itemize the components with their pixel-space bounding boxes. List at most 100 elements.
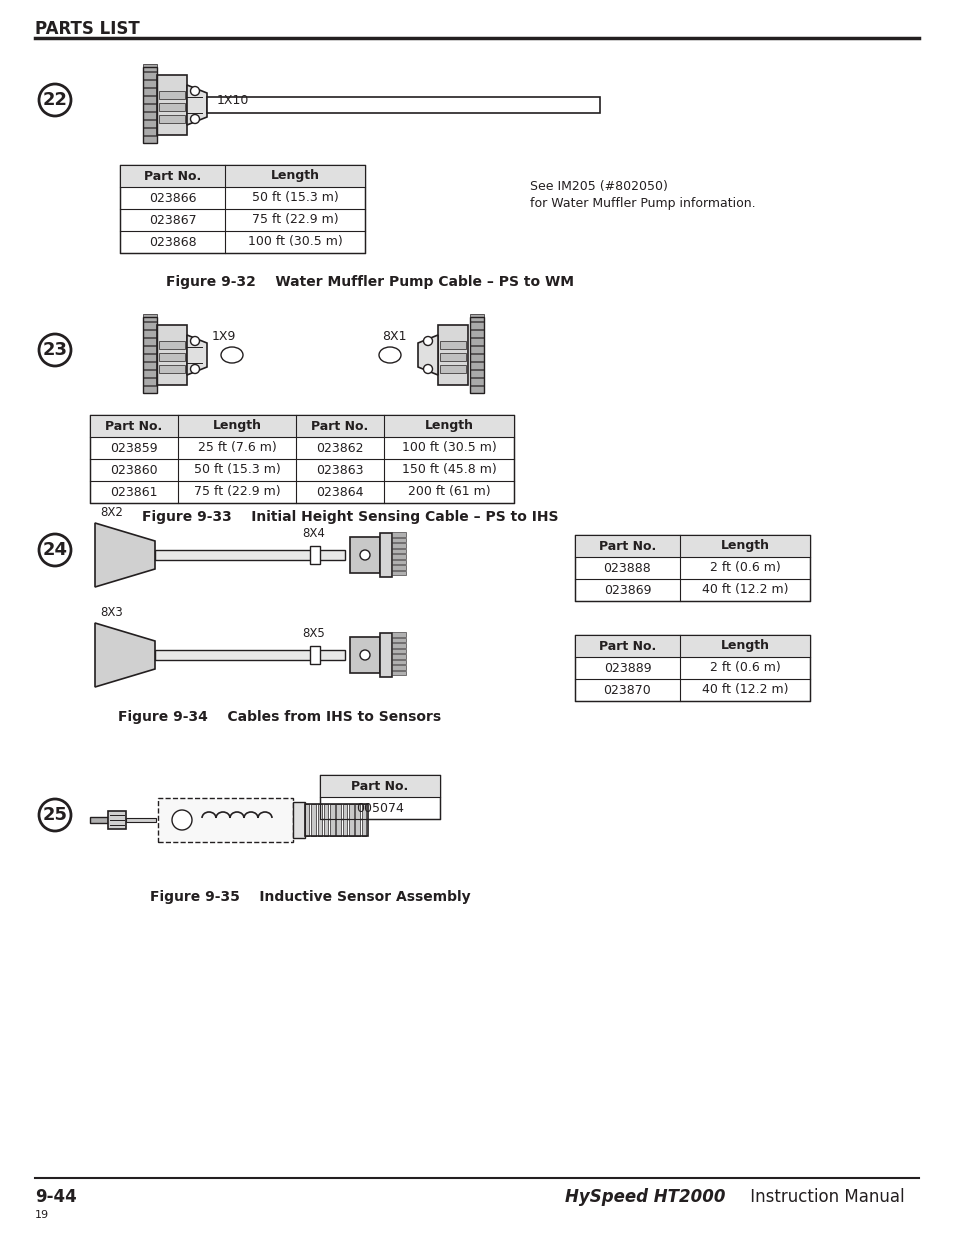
Text: 8X5: 8X5: [302, 627, 324, 640]
Text: 40 ft (12.2 m): 40 ft (12.2 m): [701, 583, 787, 597]
Text: 19: 19: [35, 1210, 49, 1220]
Text: Length: Length: [213, 420, 261, 432]
Text: Length: Length: [720, 540, 769, 552]
Bar: [470, 346, 483, 353]
Text: Part No.: Part No.: [598, 640, 656, 652]
Bar: [143, 112, 157, 119]
Text: 023862: 023862: [315, 441, 363, 454]
Bar: [392, 532, 406, 536]
Text: 23: 23: [43, 341, 68, 359]
Text: Figure 9-34    Cables from IHS to Sensors: Figure 9-34 Cables from IHS to Sensors: [118, 710, 441, 724]
Text: 023860: 023860: [111, 463, 157, 477]
Bar: [154, 650, 345, 659]
Bar: [159, 353, 185, 361]
Bar: [159, 91, 185, 99]
Text: 023869: 023869: [603, 583, 651, 597]
Text: Figure 9-35    Inductive Sensor Assembly: Figure 9-35 Inductive Sensor Assembly: [150, 890, 470, 904]
Text: Figure 9-32    Water Muffler Pump Cable – PS to WM: Figure 9-32 Water Muffler Pump Cable – P…: [166, 275, 574, 289]
Text: 023888: 023888: [603, 562, 651, 574]
Circle shape: [39, 534, 71, 566]
Circle shape: [359, 650, 370, 659]
Circle shape: [39, 799, 71, 831]
Bar: [470, 370, 483, 377]
Circle shape: [191, 336, 199, 346]
Bar: [392, 671, 406, 676]
Text: 005074: 005074: [355, 802, 403, 815]
Bar: [470, 322, 483, 329]
Text: Length: Length: [720, 640, 769, 652]
Bar: [143, 362, 157, 369]
Bar: [350, 637, 379, 673]
Text: 75 ft (22.9 m): 75 ft (22.9 m): [252, 214, 338, 226]
Text: 023859: 023859: [111, 441, 157, 454]
Circle shape: [191, 86, 199, 95]
Bar: [379, 634, 392, 677]
Bar: [319, 776, 439, 819]
Ellipse shape: [221, 347, 243, 363]
Text: 8X3: 8X3: [100, 606, 123, 619]
Bar: [392, 571, 406, 576]
Bar: [143, 80, 157, 86]
Text: Part No.: Part No.: [105, 420, 162, 432]
Bar: [158, 798, 293, 842]
Bar: [330, 804, 335, 836]
Text: 1X10: 1X10: [216, 95, 249, 107]
Bar: [126, 818, 156, 823]
Text: Figure 9-33    Initial Height Sensing Cable – PS to IHS: Figure 9-33 Initial Height Sensing Cable…: [142, 510, 558, 524]
Circle shape: [172, 810, 192, 830]
Bar: [108, 811, 126, 829]
Bar: [157, 75, 187, 135]
Text: 25: 25: [43, 806, 68, 824]
Bar: [159, 115, 185, 124]
Bar: [392, 659, 406, 664]
Bar: [342, 804, 347, 836]
Bar: [470, 330, 483, 337]
Text: 023867: 023867: [149, 214, 196, 226]
Bar: [159, 341, 185, 350]
Text: 023868: 023868: [149, 236, 196, 248]
Bar: [392, 548, 406, 553]
Text: 2 ft (0.6 m): 2 ft (0.6 m): [709, 562, 780, 574]
Text: Part No.: Part No.: [144, 169, 201, 183]
Bar: [575, 535, 809, 557]
Bar: [392, 559, 406, 564]
Bar: [392, 555, 406, 558]
Text: Part No.: Part No.: [311, 420, 368, 432]
Text: Length: Length: [424, 420, 473, 432]
Bar: [143, 330, 157, 337]
Bar: [143, 104, 157, 111]
Text: 023864: 023864: [315, 485, 363, 499]
Bar: [470, 338, 483, 345]
Text: 50 ft (15.3 m): 50 ft (15.3 m): [252, 191, 338, 205]
Bar: [392, 637, 406, 642]
Bar: [120, 165, 365, 253]
Text: 1X9: 1X9: [212, 330, 236, 343]
Polygon shape: [187, 85, 207, 125]
Ellipse shape: [378, 347, 400, 363]
Circle shape: [191, 115, 199, 124]
Bar: [143, 88, 157, 95]
Text: 24: 24: [43, 541, 68, 559]
Bar: [305, 804, 368, 836]
Bar: [379, 534, 392, 577]
Bar: [575, 535, 809, 601]
Bar: [470, 387, 483, 393]
Bar: [310, 546, 319, 564]
Text: 9-44: 9-44: [35, 1188, 76, 1207]
Polygon shape: [187, 335, 207, 375]
Text: 023870: 023870: [603, 683, 651, 697]
Text: 023889: 023889: [603, 662, 651, 674]
Bar: [392, 564, 406, 569]
Circle shape: [423, 336, 432, 346]
Bar: [470, 314, 483, 321]
Bar: [143, 387, 157, 393]
Text: 25 ft (7.6 m): 25 ft (7.6 m): [197, 441, 276, 454]
Bar: [90, 415, 514, 503]
Bar: [305, 804, 309, 836]
Text: 8X4: 8X4: [302, 527, 325, 540]
Bar: [310, 646, 319, 664]
Bar: [143, 64, 157, 70]
Bar: [575, 635, 809, 657]
Text: 75 ft (22.9 m): 75 ft (22.9 m): [193, 485, 280, 499]
Text: Length: Length: [271, 169, 319, 183]
